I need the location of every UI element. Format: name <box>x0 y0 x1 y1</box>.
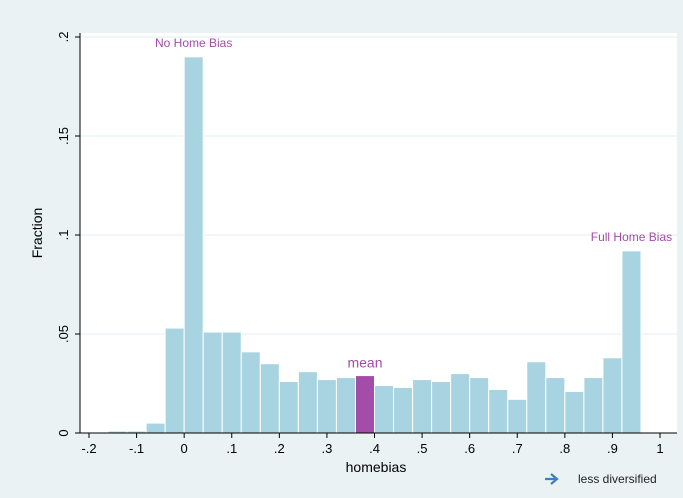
histogram-bar <box>374 384 395 434</box>
mean-bar <box>354 375 376 434</box>
histogram-bar <box>221 331 242 434</box>
x-tick-label: .3 <box>321 441 332 456</box>
x-tick-label: -.1 <box>129 441 144 456</box>
x-axis-label: homebias <box>346 459 407 475</box>
no-home-bias-annotation: No Home Bias <box>155 36 232 50</box>
histogram-bar <box>335 377 356 434</box>
y-axis-label: Fraction <box>29 208 45 259</box>
arrow-right-icon <box>545 473 559 485</box>
histogram-bar <box>526 361 547 434</box>
histogram-bar <box>545 377 566 434</box>
x-tick-label: .2 <box>274 441 285 456</box>
y-tick-label: 0 <box>56 429 71 436</box>
x-tick-label: -.2 <box>81 441 96 456</box>
x-tick-label: .4 <box>369 441 380 456</box>
x-tick-label: .1 <box>226 441 237 456</box>
histogram-bar <box>469 377 490 434</box>
mean-annotation: mean <box>347 355 382 371</box>
histogram-bar <box>316 379 337 434</box>
histogram-bar <box>297 371 318 434</box>
less-diversified-note: less diversified <box>545 472 657 486</box>
histogram-bar <box>145 422 166 434</box>
histogram-bar <box>431 381 452 434</box>
x-tick-label: .7 <box>512 441 523 456</box>
x-tick-label: .5 <box>417 441 428 456</box>
histogram-bar <box>240 351 261 434</box>
x-tick-label: .9 <box>607 441 618 456</box>
y-tick-label: .2 <box>56 32 71 43</box>
histogram-bar <box>412 379 433 434</box>
histogram-bar <box>259 363 280 434</box>
histogram-bar <box>564 390 585 434</box>
x-tick-label: 0 <box>181 441 188 456</box>
x-tick-label: .6 <box>464 441 475 456</box>
x-tick-label: .8 <box>559 441 570 456</box>
x-tick-label: 1 <box>656 441 663 456</box>
histogram-bar <box>183 56 204 434</box>
less-diversified-label: less diversified <box>578 472 657 486</box>
histogram-bar <box>602 357 623 434</box>
histogram-bar <box>507 398 528 434</box>
y-tick-label: .05 <box>56 325 71 343</box>
histogram-bar <box>278 381 299 434</box>
histogram-bar <box>621 250 642 434</box>
y-tick-label: .15 <box>56 127 71 145</box>
histogram-bar <box>164 327 185 434</box>
histogram-bar <box>583 377 604 434</box>
histogram-bar <box>488 388 509 434</box>
histogram-bar <box>450 373 471 434</box>
histogram-bar <box>393 386 414 434</box>
full-home-bias-annotation: Full Home Bias <box>591 230 672 244</box>
y-tick-label: .1 <box>56 230 71 241</box>
histogram-bar <box>202 331 223 434</box>
